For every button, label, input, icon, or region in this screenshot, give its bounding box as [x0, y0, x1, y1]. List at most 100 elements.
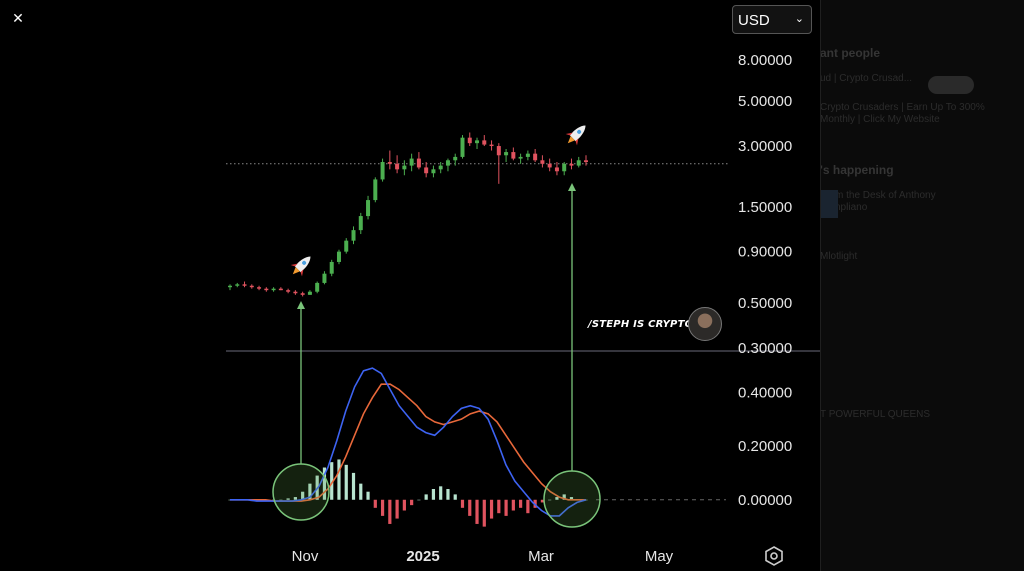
candle-body [402, 165, 407, 170]
candle-body [504, 152, 509, 156]
currency-label: USD [738, 12, 770, 29]
rocket-icon [290, 256, 311, 277]
candle-body [475, 140, 480, 144]
chevron-down-icon: ⌄ [794, 13, 804, 25]
macd-histogram-bar [526, 499, 530, 514]
currency-select[interactable]: USD ⌄ [732, 5, 812, 34]
background-feed-line: ud | Crypto Crusad... [820, 73, 913, 84]
macd-histogram-bar [308, 483, 312, 500]
price-tick-label: 0.30000 [738, 340, 792, 357]
candle-body [562, 163, 567, 172]
candle-body [278, 288, 283, 291]
candle-body [460, 137, 465, 157]
time-tick-label: Mar [528, 548, 554, 565]
background-feed-line: From the Desk of Anthony [820, 190, 936, 201]
background-feed-line: ant people [820, 46, 881, 60]
arrow-head [297, 301, 305, 309]
candle-body [286, 290, 291, 292]
macd-histogram-bar [519, 499, 523, 508]
time-tick-label: 2025 [406, 548, 439, 565]
macd-histogram-bar [540, 499, 545, 503]
macd-line [230, 367, 587, 517]
macd-histogram-bar [344, 464, 348, 500]
macd-histogram-bar [475, 499, 479, 524]
time-tick-label: May [645, 548, 674, 565]
candle-body [257, 287, 262, 289]
candle-body [569, 163, 574, 166]
candle-body [431, 169, 436, 174]
macd-histogram-bar [322, 467, 327, 500]
candle-body [489, 144, 494, 147]
candle-body [540, 160, 545, 164]
candle-body [271, 288, 276, 291]
follow-button-background [928, 76, 974, 94]
candle-body [467, 137, 472, 144]
close-icon[interactable]: ✕ [12, 10, 24, 26]
watermark-text: /STEPH IS CRYPTO [588, 319, 694, 330]
macd-histogram-bar [366, 491, 370, 500]
candle-body [438, 165, 443, 170]
price-tick-label: 8.00000 [738, 52, 792, 69]
chart-card: 8.00000 5.00000 3.00000 1.50000 0.90000 0.500… [226, 0, 820, 571]
time-tick-label: Nov [292, 548, 319, 565]
macd-histogram-bar [337, 459, 341, 500]
macd-histogram-bar [359, 483, 363, 500]
candle-body [511, 152, 516, 159]
candle-body [329, 261, 334, 274]
candle-body [228, 285, 232, 288]
candle-body [453, 156, 458, 161]
candle-body [242, 284, 247, 286]
macd-histogram-bar [460, 499, 465, 508]
candle-body [366, 200, 371, 217]
macd-histogram-bar [424, 494, 428, 500]
candle-body [336, 251, 341, 262]
highlight-circle [272, 463, 330, 521]
highlight-circle [543, 470, 601, 528]
background-thumbnail [820, 190, 838, 218]
background-feed-line: Crypto Crusaders | Earn Up To 300% [820, 102, 985, 113]
candle-body [358, 216, 363, 231]
settings-icon[interactable] [764, 546, 784, 566]
avatar [688, 307, 722, 341]
macd-histogram-bar [548, 499, 552, 501]
background-feed-line: T POWERFUL QUEENS [820, 409, 931, 420]
macd-histogram-bar [439, 486, 443, 500]
background-feed-line: Pompliano [820, 202, 868, 213]
background-feed-line: Monthly | Click My Website [820, 114, 940, 125]
candle-body [344, 240, 349, 252]
candle-body [300, 293, 305, 295]
candle-body [235, 284, 240, 286]
macd-histogram-bar [293, 497, 297, 500]
candle-body [293, 291, 298, 294]
candle-body [249, 285, 254, 288]
macd-histogram-bar [301, 491, 305, 500]
macd-histogram-bar [279, 499, 283, 501]
candle-body [395, 163, 400, 170]
macd-histogram-bar [351, 472, 356, 500]
price-tick-label: 0.50000 [738, 295, 792, 312]
price-tick-label: 3.00000 [738, 138, 792, 155]
candle-body [525, 153, 530, 157]
candle-body [547, 163, 552, 168]
background-page [820, 0, 1024, 571]
macd-histogram-bar [431, 489, 436, 500]
candle-body [264, 288, 269, 291]
macd-histogram-bar [410, 499, 414, 506]
macd-tick-label: 0.00000 [738, 492, 792, 509]
candle-body [409, 158, 414, 166]
macd-histogram-bar [446, 489, 450, 500]
macd-histogram-bar [489, 499, 494, 519]
candle-body [482, 140, 487, 145]
candle-body [416, 158, 421, 168]
candle-body [380, 162, 385, 180]
macd-histogram-bar [468, 499, 472, 516]
macd-histogram-bar [330, 462, 334, 500]
macd-histogram-bar [417, 499, 421, 501]
background-feed-line: 's happening [820, 163, 894, 177]
candle-body [307, 291, 312, 295]
macd-tick-label: 0.40000 [738, 384, 792, 401]
candle-body [518, 156, 523, 159]
price-tick-label: 5.00000 [738, 93, 792, 110]
macd-histogram-bar [569, 497, 574, 500]
macd-histogram-bar [511, 499, 515, 511]
